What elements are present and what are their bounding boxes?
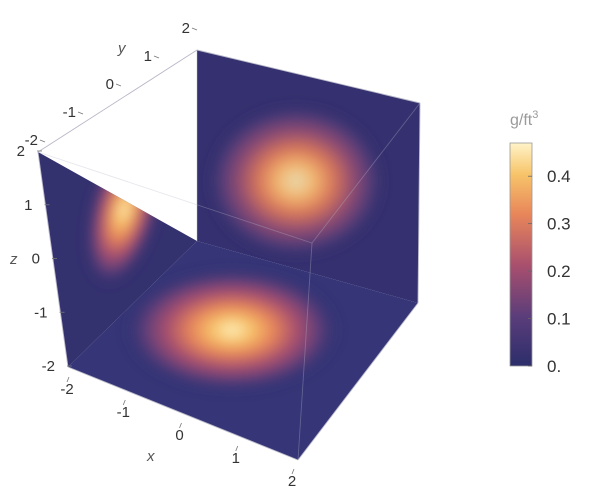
back-wall-projection — [197, 50, 420, 303]
y-tick-label: 1 — [144, 48, 152, 65]
x-tick-mark — [291, 468, 295, 475]
colorbar-tick-label: 0.4 — [547, 167, 571, 186]
x-tick-label: 0 — [175, 427, 183, 444]
x-tick-mark — [235, 445, 239, 452]
colorbar-tick-label: 0.3 — [547, 215, 571, 234]
floor-density-peak — [124, 268, 340, 392]
x-tick-label: 2 — [288, 473, 296, 490]
y-axis-ticks: -2 -1 0 1 2 — [25, 20, 198, 149]
x-tick-label: -1 — [117, 404, 130, 421]
z-axis-ticks: -2 -1 0 1 2 — [17, 143, 72, 375]
colorbar-title-exponent: 3 — [532, 109, 538, 121]
x-tick-mark — [122, 399, 126, 406]
floor-projection — [68, 241, 418, 460]
z-axis-label: z — [9, 251, 18, 268]
bounding-box — [37, 49, 421, 461]
x-tick-label: 1 — [232, 450, 240, 467]
colorbar: g/ft3 0. 0.1 0.2 0.3 0.4 — [509, 109, 571, 376]
y-tick-mark — [153, 55, 160, 59]
z-tick-label: -2 — [42, 358, 55, 375]
y-tick-mark — [77, 111, 84, 115]
z-tick-label: 1 — [24, 197, 32, 214]
back-wall-density-peak — [208, 105, 384, 257]
colorbar-title: g/ft3 — [510, 109, 538, 129]
y-tick-label: 0 — [106, 76, 114, 93]
z-tick-label: 2 — [17, 143, 25, 160]
z-tick-label: -1 — [34, 304, 47, 321]
y-tick-label: -1 — [63, 104, 76, 121]
colorbar-tick-label: 0.1 — [547, 310, 571, 329]
y-tick-mark — [115, 83, 122, 87]
y-tick-mark — [191, 27, 198, 31]
colorbar-title-base: g/ft — [510, 112, 533, 129]
y-tick-mark — [39, 139, 46, 143]
x-tick-mark — [179, 422, 182, 429]
colorbar-ticks: 0. 0.1 0.2 0.3 0.4 — [528, 167, 571, 376]
colorbar-gradient — [509, 142, 533, 367]
y-tick-label: -2 — [25, 132, 38, 149]
x-axis-label: x — [146, 448, 155, 465]
x-tick-mark — [66, 376, 70, 383]
y-axis-label: y — [117, 40, 127, 57]
x-axis-ticks: -2 -1 0 1 2 — [60, 376, 296, 490]
y-tick-label: 2 — [182, 20, 190, 37]
colorbar-tick-label: 0.2 — [547, 262, 571, 281]
z-tick-label: 0 — [32, 251, 40, 268]
colorbar-tick-label: 0. — [547, 357, 561, 376]
x-tick-label: -2 — [60, 381, 73, 398]
